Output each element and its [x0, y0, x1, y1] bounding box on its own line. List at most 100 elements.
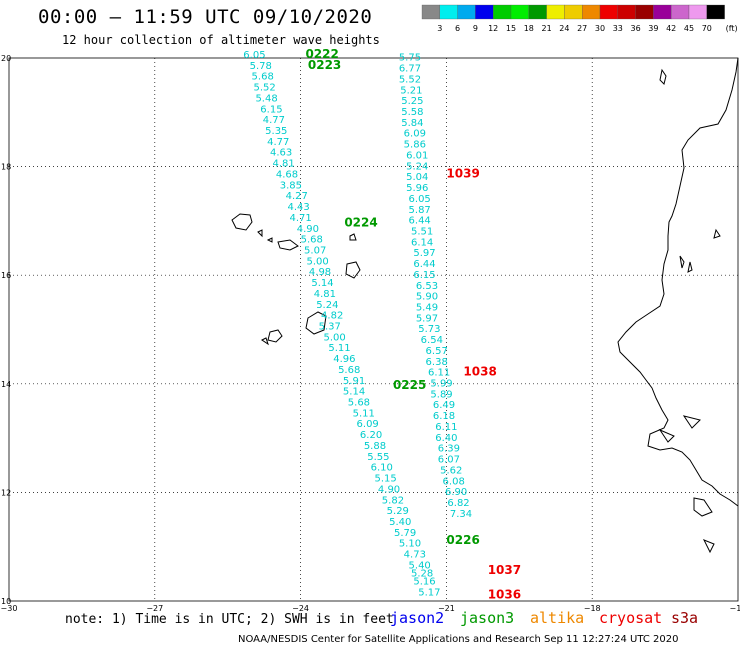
swh-value-label: 4.82 [321, 311, 343, 322]
legend-s3a: s3a [671, 609, 699, 627]
lon-tick-label: −18 [584, 604, 601, 613]
swh-value-label: 5.97 [413, 248, 435, 259]
swh-value-label: 4.63 [270, 148, 292, 159]
swh-value-label: 5.88 [364, 441, 386, 452]
track-west: 6.055.785.685.525.486.154.775.354.774.63… [243, 50, 440, 599]
colorbar-unit: (ft) [726, 24, 738, 33]
swh-value-label: 4.81 [272, 159, 294, 170]
colorbar-label: 18 [524, 24, 534, 33]
swh-value-label: 5.11 [353, 408, 375, 419]
swh-value-label: 5.15 [375, 474, 397, 485]
colorbar-label: 30 [595, 24, 605, 33]
swh-value-label: 6.54 [421, 335, 443, 346]
swh-value-label: 5.87 [409, 205, 431, 216]
swh-value-label: 6.53 [416, 281, 438, 292]
lon-tick-label: −15 [730, 604, 740, 613]
swh-value-label: 6.10 [371, 463, 393, 474]
swh-value-label: 6.77 [399, 64, 421, 75]
cape-verde-islands [231, 213, 361, 346]
swh-value-label: 5.14 [343, 387, 365, 398]
colorbar-label: 36 [631, 24, 641, 33]
swh-value-label: 5.28 [411, 569, 433, 580]
swh-value-label: 6.20 [360, 430, 382, 441]
swh-value-label: 5.89 [430, 389, 452, 400]
legend-jason3: jason3 [460, 609, 515, 627]
swh-value-label: 4.90 [297, 224, 319, 235]
note-text: note: 1) Time is in UTC; 2) SWH is in fe… [65, 612, 394, 627]
swh-value-label: 6.90 [445, 487, 467, 498]
pass-label: 0224 [344, 215, 377, 229]
colorbar-label: 15 [506, 24, 516, 33]
colorbar-label: 6 [455, 24, 460, 33]
pass-label: 0223 [308, 58, 341, 72]
swh-value-label: 5.40 [409, 560, 431, 571]
swh-value-label: 5.52 [254, 83, 276, 94]
swh-value-label: 5.73 [418, 324, 440, 335]
swh-value-label: 5.99 [430, 379, 452, 390]
plot-frame [8, 57, 739, 602]
swh-value-label: 6.05 [243, 50, 265, 61]
swh-value-label: 5.35 [265, 126, 287, 137]
swh-value-label: 6.57 [426, 346, 448, 357]
swh-value-label: 4.90 [378, 484, 400, 495]
lat-tick-label: 20 [1, 54, 11, 63]
swh-value-label: 5.97 [416, 313, 438, 324]
swh-value-label: 5.68 [338, 365, 360, 376]
lat-tick-label: 12 [1, 488, 11, 497]
swh-value-label: 6.38 [426, 357, 448, 368]
swh-value-label: 6.39 [438, 444, 460, 455]
pass-label: 1037 [488, 563, 521, 577]
lat-tick-label: 10 [1, 597, 11, 606]
swh-value-label: 5.16 [413, 577, 435, 588]
swh-value-label: 5.68 [348, 398, 370, 409]
swh-value-label: 5.49 [416, 302, 438, 313]
pass-label: 0226 [446, 533, 479, 547]
swh-value-label: 6.11 [428, 368, 450, 379]
pass-label: 1039 [446, 166, 479, 180]
swh-value-label: 6.44 [409, 216, 431, 227]
pass-label: 1036 [488, 587, 521, 601]
lon-tick-label: −30 [1, 604, 18, 613]
swh-value-label: 5.24 [316, 300, 338, 311]
swh-value-label: 5.90 [416, 292, 438, 303]
swh-value-label: 4.77 [263, 115, 285, 126]
swh-value-label: 5.37 [319, 322, 341, 333]
colorbar-label: 39 [648, 24, 658, 33]
swh-value-label: 5.07 [304, 245, 326, 256]
colorbar-label: 12 [488, 24, 498, 33]
swh-value-label: 5.10 [399, 539, 421, 550]
swh-value-label: 5.00 [306, 256, 328, 267]
swh-value-label: 4.73 [404, 550, 426, 561]
swh-value-label: 5.48 [255, 93, 277, 104]
track-east: 5.756.775.525.215.255.585.846.095.866.01… [399, 53, 472, 520]
swh-value-label: 6.07 [438, 455, 460, 466]
swh-value-label: 7.34 [450, 509, 472, 520]
lat-tick-label: 16 [1, 271, 11, 280]
colorbar-label: 42 [666, 24, 676, 33]
swh-value-label: 6.15 [413, 270, 435, 281]
swh-value-label: 5.25 [401, 96, 423, 107]
swh-value-label: 4.81 [314, 289, 336, 300]
swh-value-label: 6.01 [406, 150, 428, 161]
swh-value-label: 5.68 [301, 235, 323, 246]
swh-value-label: 5.21 [400, 85, 422, 96]
swh-value-label: 5.91 [343, 376, 365, 387]
swh-value-label: 4.43 [288, 202, 310, 213]
swh-value-label: 5.29 [387, 506, 409, 517]
swh-value-label: 6.05 [409, 194, 431, 205]
swh-value-label: 5.84 [401, 118, 423, 129]
swh-value-label: 5.75 [399, 53, 421, 64]
colorbar-swatch [706, 4, 725, 20]
swh-value-label: 5.52 [399, 74, 421, 85]
swh-value-label: 4.68 [276, 169, 298, 180]
colorbar-label: 33 [613, 24, 623, 33]
lon-tick-label: −24 [292, 604, 309, 613]
lon-tick-label: −27 [146, 604, 163, 613]
swh-value-label: 5.86 [404, 140, 426, 151]
color-scale-bar: 3 6 9 12 15 18 21 24 27 30 33 36 39 42 45 70 (ft) [421, 4, 738, 33]
swh-value-label: 6.14 [411, 237, 433, 248]
colorbar-label: 24 [559, 24, 569, 33]
swh-value-label: 6.44 [413, 259, 435, 270]
page-subtitle: 12 hour collection of altimeter wave hei… [62, 33, 380, 47]
